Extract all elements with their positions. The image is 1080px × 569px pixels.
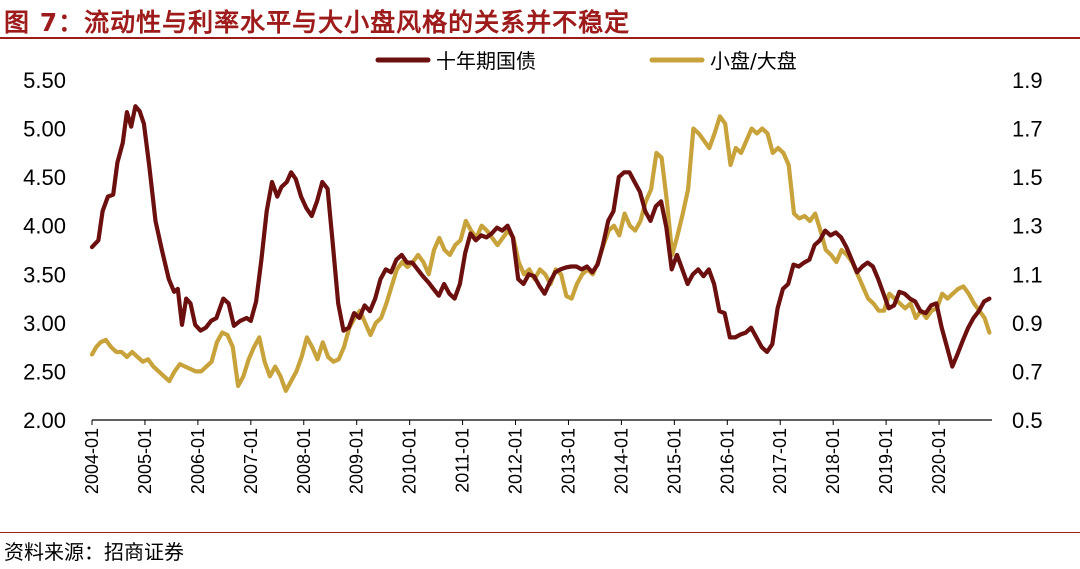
x-tick-label: 2011-01: [453, 428, 473, 493]
dual-axis-line-chart: 2.00 2.50 3.00 3.50 4.00 4.50 5.00 5.50 0.5 0.7 0.…: [23, 49, 1042, 494]
chart-series-lines: [89, 104, 992, 393]
title-divider: [0, 37, 1080, 39]
x-tick-label: 2004-01: [82, 428, 102, 494]
y-right-tick-label: 0.5: [1012, 408, 1043, 433]
chart-axes: 2.00 2.50 3.00 3.50 4.00 4.50 5.00 5.50 0.5 0.7 0.…: [23, 68, 1042, 494]
y-left-tick-label: 3.50: [23, 262, 66, 287]
x-tick-label: 2017-01: [770, 428, 790, 494]
y-left-tick-label: 2.50: [23, 359, 66, 384]
x-tick-label: 2007-01: [241, 428, 261, 494]
y-right-tick-label: 1.3: [1012, 214, 1043, 239]
x-tick-label: 2013-01: [558, 428, 578, 494]
source-divider: [0, 532, 1080, 533]
x-tick-label: 2006-01: [188, 428, 208, 494]
x-tick-label: 2014-01: [611, 428, 631, 494]
legend-label: 小盘/大盘: [710, 49, 797, 73]
x-tick-label: 2012-01: [506, 428, 526, 494]
y-left-tick-label: 2.00: [23, 408, 66, 433]
x-tick-label: 2020-01: [929, 428, 949, 494]
source-note: 资料来源：招商证券: [4, 540, 184, 564]
x-tick-label: 2016-01: [717, 428, 737, 494]
y-left-tick-label: 3.00: [23, 311, 66, 336]
y-left-tick-label: 5.00: [23, 117, 66, 142]
x-tick-label: 2010-01: [400, 428, 420, 494]
y-right-tick-label: 1.7: [1012, 117, 1043, 142]
x-tick-label: 2019-01: [876, 428, 896, 494]
series-line-bond-yield: [89, 104, 992, 369]
y-right-tick-label: 1.1: [1012, 262, 1043, 287]
y-right-tick-label: 1.5: [1012, 165, 1043, 190]
chart-legend: 十年期国债 小盘/大盘: [375, 49, 797, 73]
y-left-tick-label: 5.50: [23, 68, 66, 93]
x-tick-label: 2015-01: [664, 428, 684, 494]
y-right-tick-label: 0.7: [1012, 359, 1043, 384]
legend-label: 十年期国债: [436, 49, 536, 73]
x-tick-label: 2009-01: [347, 428, 367, 494]
y-right-tick-label: 0.9: [1012, 311, 1043, 336]
x-tick-label: 2005-01: [135, 428, 155, 494]
figure-title: 图 7：流动性与利率水平与大小盘风格的关系并不稳定: [4, 8, 631, 37]
y-left-tick-label: 4.00: [23, 214, 66, 239]
x-tick-label: 2018-01: [823, 428, 843, 494]
y-right-tick-label: 1.9: [1012, 68, 1043, 93]
series-line-small-large-ratio: [89, 114, 992, 393]
y-left-tick-label: 4.50: [23, 165, 66, 190]
x-tick-label: 2008-01: [294, 428, 314, 494]
